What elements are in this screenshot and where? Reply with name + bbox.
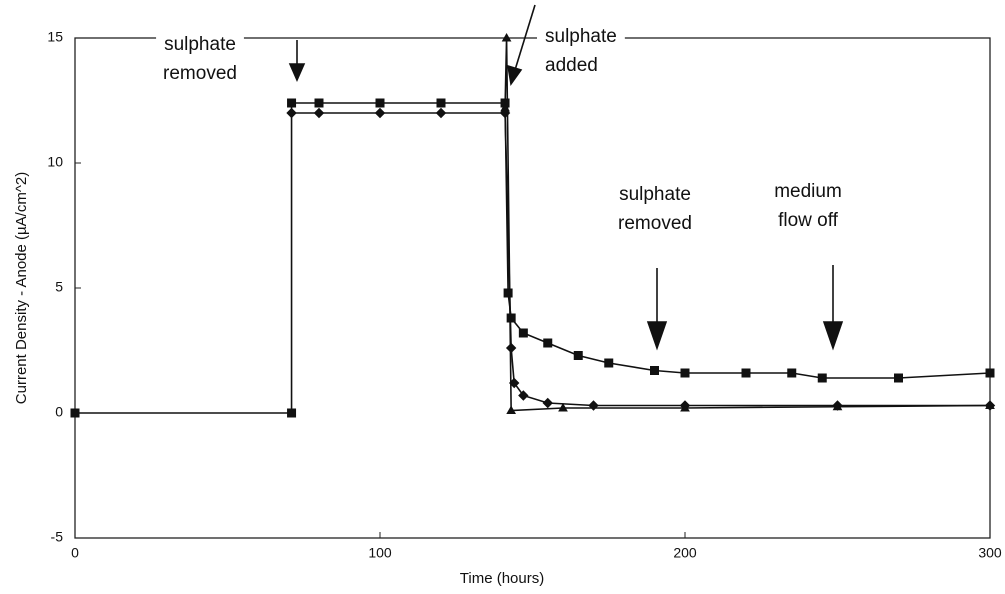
marker-square [287,98,297,108]
marker-triangle [500,102,510,112]
annotation: sulphate [619,184,691,205]
marker-square [375,98,385,108]
annotation: added [545,55,598,76]
y-tick-label: -5 [51,529,64,545]
marker-square [518,328,528,338]
plot-frame [74,37,991,539]
marker-triangle [985,400,995,409]
marker-square [543,338,553,348]
y-tick-label: 10 [47,154,63,170]
marker-square [680,368,690,378]
x-axis-title: Time (hours) [460,570,544,587]
y-tick-label: 0 [55,404,63,420]
marker-square [287,408,297,418]
marker-diamond [374,107,386,119]
marker-square [985,368,995,378]
series-line [75,102,991,414]
x-tick-label: 300 [978,545,1002,561]
marker-square [741,368,751,378]
marker-square [650,366,659,375]
marker-triangle [501,32,512,42]
annotation: removed [618,213,692,234]
annotation: removed [163,63,237,84]
x-tick-label: 200 [673,545,697,561]
marker-square [70,408,80,418]
marker-diamond [286,107,297,119]
annotation-bg [537,35,625,41]
annotation: sulphate [545,26,617,47]
marker-triangle [832,401,843,411]
marker-square [436,98,446,108]
y-tick-label: 5 [55,279,63,295]
marker-square [894,373,903,383]
x-tick-label: 0 [71,545,79,561]
marker-square [604,358,614,368]
marker-diamond [435,107,447,119]
series-line [291,112,990,407]
marker-diamond [542,397,553,409]
marker-diamond [313,107,325,119]
annotation-bg [156,35,244,41]
marker-square [817,373,827,383]
marker-triangle [506,405,517,414]
marker-square [503,288,513,298]
annotation: flow off [778,210,839,231]
marker-triangle [558,402,568,412]
annotation-arrows [288,4,844,351]
marker-diamond [518,390,529,401]
marker-square [573,351,583,360]
annotation: medium [774,181,842,202]
y-tick-label: 15 [47,29,63,45]
x-tick-label: 100 [368,545,392,561]
marker-triangle [680,402,690,412]
marker-square [787,368,797,378]
marker-square [314,98,324,108]
y-axis-title: Current Density - Anode (µA/cm^2) [13,172,30,404]
annotation: sulphate [164,34,236,55]
